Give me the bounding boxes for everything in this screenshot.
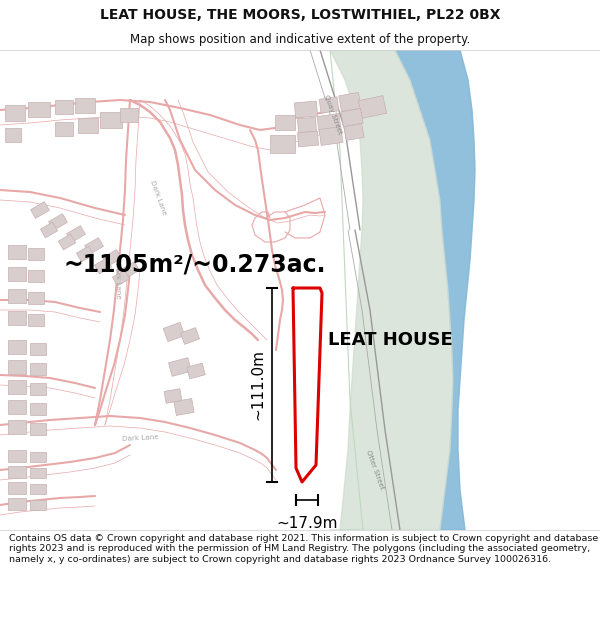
Text: LEAT HOUSE: LEAT HOUSE	[328, 331, 452, 349]
Polygon shape	[103, 249, 121, 266]
Polygon shape	[164, 389, 182, 403]
Polygon shape	[169, 357, 191, 376]
Text: Quay Street: Quay Street	[323, 94, 343, 136]
Polygon shape	[275, 115, 295, 130]
Polygon shape	[317, 114, 341, 132]
Polygon shape	[30, 484, 46, 494]
Polygon shape	[395, 50, 475, 530]
Polygon shape	[8, 311, 26, 325]
Polygon shape	[344, 124, 364, 141]
Polygon shape	[30, 383, 46, 395]
Text: ~1105m²/~0.273ac.: ~1105m²/~0.273ac.	[64, 253, 326, 277]
Polygon shape	[319, 126, 343, 146]
Polygon shape	[298, 131, 319, 147]
Polygon shape	[5, 128, 21, 142]
Polygon shape	[298, 118, 317, 132]
Text: Dark Lane: Dark Lane	[121, 434, 158, 442]
Text: Dark Lane: Dark Lane	[149, 179, 167, 216]
Polygon shape	[5, 105, 25, 121]
Polygon shape	[85, 238, 103, 254]
Text: ~111.0m: ~111.0m	[251, 349, 265, 421]
Polygon shape	[8, 450, 26, 462]
Polygon shape	[58, 234, 76, 250]
Text: ~17.9m: ~17.9m	[276, 516, 338, 531]
Polygon shape	[8, 289, 26, 303]
Text: Contains OS data © Crown copyright and database right 2021. This information is : Contains OS data © Crown copyright and d…	[9, 534, 598, 564]
Polygon shape	[112, 270, 130, 286]
Polygon shape	[8, 245, 26, 259]
Polygon shape	[28, 270, 44, 282]
Polygon shape	[30, 468, 46, 478]
Polygon shape	[55, 122, 73, 136]
Polygon shape	[76, 246, 94, 262]
Polygon shape	[28, 314, 44, 326]
Polygon shape	[330, 50, 453, 530]
Polygon shape	[358, 96, 386, 118]
Polygon shape	[31, 202, 49, 218]
Polygon shape	[78, 118, 98, 133]
Polygon shape	[49, 214, 67, 231]
Polygon shape	[30, 500, 46, 510]
Text: Map shows position and indicative extent of the property.: Map shows position and indicative extent…	[130, 32, 470, 46]
Polygon shape	[30, 403, 46, 415]
Polygon shape	[30, 423, 46, 435]
Polygon shape	[181, 328, 200, 344]
Polygon shape	[339, 92, 361, 112]
Polygon shape	[94, 258, 112, 274]
Polygon shape	[8, 400, 26, 414]
Polygon shape	[28, 102, 50, 117]
Polygon shape	[28, 292, 44, 304]
Polygon shape	[30, 452, 46, 462]
Text: LEAT HOUSE, THE MOORS, LOSTWITHIEL, PL22 0BX: LEAT HOUSE, THE MOORS, LOSTWITHIEL, PL22…	[100, 8, 500, 22]
Polygon shape	[40, 222, 58, 238]
Polygon shape	[8, 267, 26, 281]
Polygon shape	[295, 101, 317, 118]
Polygon shape	[187, 363, 205, 379]
Polygon shape	[8, 466, 26, 478]
Polygon shape	[174, 399, 194, 416]
Polygon shape	[67, 226, 85, 242]
Polygon shape	[121, 262, 139, 278]
Polygon shape	[395, 50, 475, 530]
Polygon shape	[8, 340, 26, 354]
Polygon shape	[55, 100, 73, 114]
Polygon shape	[100, 112, 122, 128]
Polygon shape	[30, 343, 46, 355]
Polygon shape	[8, 482, 26, 494]
Polygon shape	[120, 108, 138, 122]
Polygon shape	[8, 380, 26, 394]
Polygon shape	[319, 97, 339, 113]
Text: Otter Street: Otter Street	[365, 449, 385, 491]
Polygon shape	[341, 108, 363, 127]
Polygon shape	[8, 420, 26, 434]
Polygon shape	[8, 360, 26, 374]
Polygon shape	[28, 248, 44, 260]
Polygon shape	[163, 322, 185, 342]
Text: Dark Lane: Dark Lane	[115, 261, 122, 299]
Polygon shape	[270, 135, 295, 153]
Polygon shape	[8, 498, 26, 510]
Polygon shape	[30, 363, 46, 375]
Polygon shape	[75, 98, 95, 113]
